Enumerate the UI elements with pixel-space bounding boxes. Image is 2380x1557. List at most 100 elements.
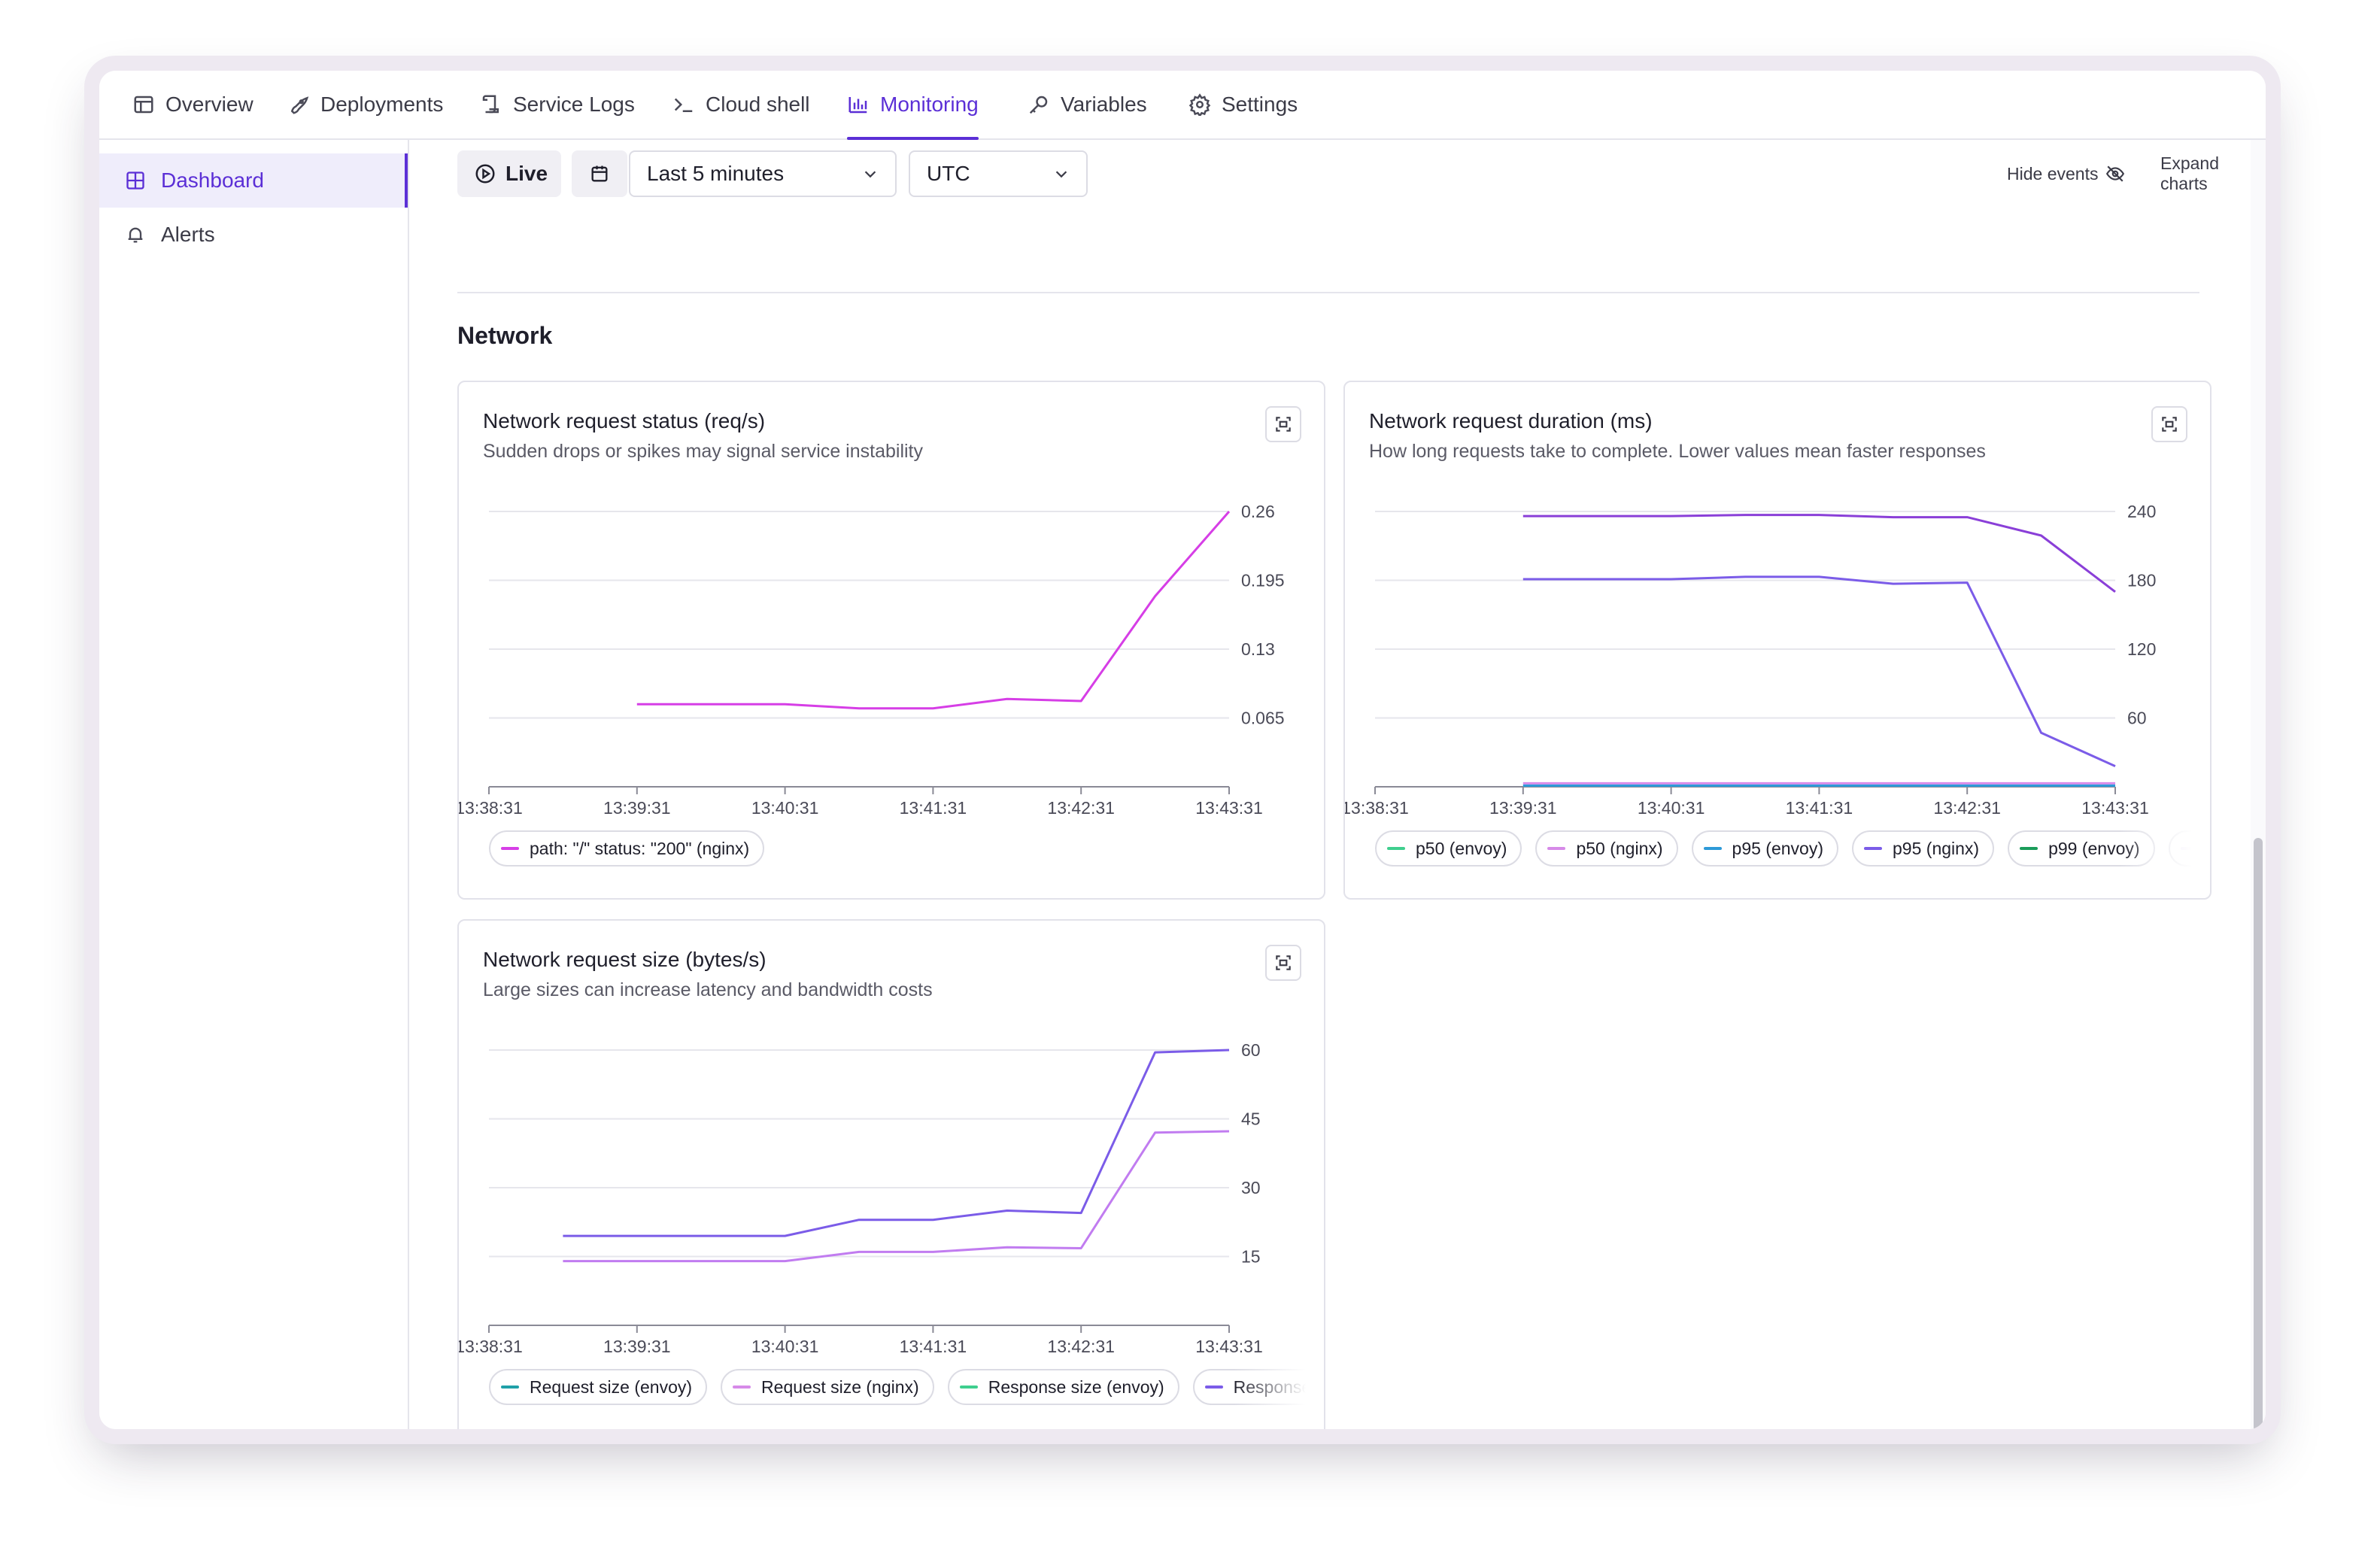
bar-chart-icon [848,97,867,114]
legend-item[interactable]: Response size (envoy) [947,1369,1179,1405]
legend-label: p50 (nginx) [1576,838,1663,858]
chart-subtitle: Sudden drops or spikes may signal servic… [483,441,923,462]
legend-swatch [501,847,519,850]
x-tick-label: 13:42:31 [1047,798,1115,818]
gear-icon [1188,93,1211,116]
series-line [1522,514,2116,593]
legend-item[interactable]: p50 (envoy) [1375,830,1522,867]
timezone-value: UTC [927,162,970,185]
hide-events-label: Hide events [2007,163,2099,184]
y-tick-label: 45 [1241,1109,1261,1129]
legend-swatch [959,1386,978,1389]
legend-item[interactable]: p95 (envoy) [1691,830,1839,867]
line-chart: 240 180 120 60 13:38:31 13:39:31 13:40:31 13:41… [1345,502,2156,818]
legend-swatch [1703,847,1722,850]
y-tick-label: 15 [1241,1247,1261,1267]
eye-off-icon [2106,165,2125,182]
legend-swatch [1864,847,1883,850]
focus-icon [1276,417,1291,432]
legend-swatch [501,1386,519,1389]
grid-icon [126,171,144,190]
chevron-down-icon [1055,171,1067,178]
expand-charts-button[interactable]: Expand charts [2160,153,2266,193]
sidebar-item-alerts[interactable]: Alerts [99,208,408,262]
legend-swatch [1547,847,1566,850]
legend-label: p50 (envoy) [1416,838,1507,858]
tab-label: Cloud shell [706,93,810,116]
legend-item[interactable]: p50 (nginx) [1535,830,1678,867]
focus-icon [1276,955,1291,970]
terminal-icon [674,98,693,112]
calendar-button[interactable] [572,150,627,197]
chart-subtitle: Large sizes can increase latency and ban… [483,979,933,1000]
tab-settings[interactable]: Settings [1188,71,1298,138]
tab-deployments[interactable]: Deployments [287,71,443,138]
tab-label: Settings [1222,93,1298,116]
timezone-select[interactable]: UTC [909,150,1088,197]
toolbar-divider [457,292,2199,293]
play-circle-icon [475,164,495,184]
series-line [636,511,1231,710]
sidebar-item-label: Dashboard [161,168,264,192]
sidebar-item-dashboard[interactable]: Dashboard [99,153,408,208]
legend-label: p95 (nginx) [1893,838,1980,858]
series-line [563,1130,1230,1263]
chart-card-request-duration: Network request duration (ms) How long r… [1343,381,2212,900]
legend-item[interactable]: Request size (envoy) [489,1369,708,1405]
main-content: Live Last 5 minutes UTC Hide events Expa… [409,140,2266,1429]
x-tick-label: 13:39:31 [603,798,671,818]
focus-chart-button[interactable] [2151,406,2187,442]
y-tick-label: 60 [1241,1040,1261,1060]
y-tick-label: 180 [2127,571,2156,590]
sidebar: Dashboard Alerts [99,140,409,1429]
logs-icon [482,95,499,114]
chart-legend: Request size (envoy) Request size (nginx)… [489,1369,1324,1405]
chart-card-request-status: Network request status (req/s) Sudden dr… [457,381,1325,900]
y-tick-label: 0.26 [1241,502,1275,521]
focus-chart-button[interactable] [1265,945,1301,981]
hide-events-button[interactable]: Hide events [2007,155,2125,193]
x-tick-label: 13:42:31 [1933,798,2001,818]
tab-cloud-shell[interactable]: Cloud shell [672,71,810,138]
tab-monitoring[interactable]: Monitoring [847,71,979,140]
live-button[interactable]: Live [457,150,561,197]
tab-overview[interactable]: Overview [132,71,253,138]
y-tick-label: 0.065 [1241,709,1285,728]
legend-item[interactable]: p95 (nginx) [1852,830,1995,867]
rocket-icon [290,96,309,114]
tab-service-logs[interactable]: Service Logs [480,71,635,138]
chart-legend: p50 (envoy) p50 (nginx) p95 (envoy) p95 (ng… [1375,830,2210,867]
x-tick-label: 13:38:31 [459,798,523,818]
x-tick-label: 13:43:31 [1195,1337,1263,1356]
legend-swatch [1387,847,1405,850]
scrollbar-thumb[interactable] [2254,838,2263,1429]
top-tab-bar: Overview Deployments Service Logs Cloud … [99,71,2266,140]
focus-chart-button[interactable] [1265,406,1301,442]
y-tick-label: 30 [1241,1178,1261,1197]
app-window: Overview Deployments Service Logs Cloud … [99,71,2266,1429]
tab-variables[interactable]: Variables [1028,71,1147,138]
legend-item[interactable]: Request size (nginx) [721,1369,934,1405]
legend-label: p95 (envoy) [1732,838,1824,858]
legend-swatch [1204,1386,1223,1389]
tab-label: Service Logs [513,93,635,116]
x-tick-label: 13:41:31 [900,1337,967,1356]
calendar-icon [591,165,608,182]
y-tick-label: 240 [2127,502,2156,521]
section-title: Network [457,322,553,349]
layout-icon [134,96,153,114]
y-tick-label: 120 [2127,639,2156,659]
legend-item[interactable]: path: "/" status: "200" (nginx) [489,830,765,867]
x-tick-label: 13:38:31 [1345,798,1409,818]
sidebar-item-label: Alerts [161,223,215,246]
tab-label: Variables [1061,93,1147,116]
y-tick-label: 0.13 [1241,639,1275,659]
x-tick-label: 13:43:31 [2081,798,2149,818]
tab-label: Deployments [320,93,444,116]
line-chart: 0.26 0.195 0.13 0.065 13:38:31 13:39:31 13:40:… [459,502,1285,818]
legend-label: Request size (nginx) [761,1376,919,1397]
time-range-value: Last 5 minutes [647,162,785,185]
time-range-select[interactable]: Last 5 minutes [629,150,897,197]
chart-card-request-size: Network request size (bytes/s) Large siz… [457,919,1325,1429]
legend-swatch [2020,847,2038,850]
